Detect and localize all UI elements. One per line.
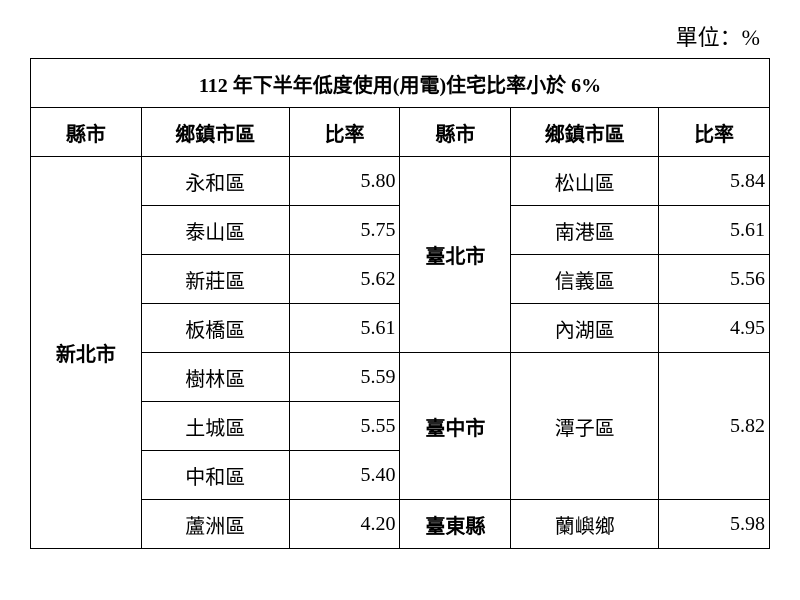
col-header: 鄉鎮市區 xyxy=(511,108,659,157)
district-cell: 松山區 xyxy=(511,157,659,206)
table-row: 新北市 永和區 5.80 臺北市 松山區 5.84 xyxy=(31,157,770,206)
rate-cell: 5.82 xyxy=(659,353,770,500)
rate-cell: 5.61 xyxy=(289,304,400,353)
table-title-row: 112 年下半年低度使用(用電)住宅比率小於 6% xyxy=(31,59,770,108)
rate-cell: 5.55 xyxy=(289,402,400,451)
district-cell: 新莊區 xyxy=(141,255,289,304)
rate-cell: 5.40 xyxy=(289,451,400,500)
data-table: 112 年下半年低度使用(用電)住宅比率小於 6% 縣市 鄉鎮市區 比率 縣市 … xyxy=(30,58,770,549)
city-cell-new-taipei: 新北市 xyxy=(31,157,142,549)
district-cell: 土城區 xyxy=(141,402,289,451)
rate-cell: 5.56 xyxy=(659,255,770,304)
col-header: 鄉鎮市區 xyxy=(141,108,289,157)
rate-cell: 5.80 xyxy=(289,157,400,206)
rate-cell: 5.59 xyxy=(289,353,400,402)
district-cell: 蘭嶼鄉 xyxy=(511,500,659,549)
table-header-row: 縣市 鄉鎮市區 比率 縣市 鄉鎮市區 比率 xyxy=(31,108,770,157)
district-cell: 樹林區 xyxy=(141,353,289,402)
rate-cell: 5.84 xyxy=(659,157,770,206)
district-cell: 內湖區 xyxy=(511,304,659,353)
district-cell: 永和區 xyxy=(141,157,289,206)
rate-cell: 4.95 xyxy=(659,304,770,353)
district-cell: 信義區 xyxy=(511,255,659,304)
city-cell-taipei: 臺北市 xyxy=(400,157,511,353)
col-header: 比率 xyxy=(659,108,770,157)
unit-label: 單位：% xyxy=(30,20,770,52)
col-header: 縣市 xyxy=(31,108,142,157)
table-title: 112 年下半年低度使用(用電)住宅比率小於 6% xyxy=(31,59,770,108)
city-cell-taichung: 臺中市 xyxy=(400,353,511,500)
col-header: 比率 xyxy=(289,108,400,157)
rate-cell: 5.98 xyxy=(659,500,770,549)
district-cell: 潭子區 xyxy=(511,353,659,500)
rate-cell: 5.75 xyxy=(289,206,400,255)
district-cell: 中和區 xyxy=(141,451,289,500)
rate-cell: 5.62 xyxy=(289,255,400,304)
table-row: 樹林區 5.59 臺中市 潭子區 5.82 xyxy=(31,353,770,402)
table-row: 蘆洲區 4.20 臺東縣 蘭嶼鄉 5.98 xyxy=(31,500,770,549)
city-cell-taitung: 臺東縣 xyxy=(400,500,511,549)
district-cell: 南港區 xyxy=(511,206,659,255)
district-cell: 泰山區 xyxy=(141,206,289,255)
district-cell: 板橋區 xyxy=(141,304,289,353)
district-cell: 蘆洲區 xyxy=(141,500,289,549)
col-header: 縣市 xyxy=(400,108,511,157)
rate-cell: 5.61 xyxy=(659,206,770,255)
rate-cell: 4.20 xyxy=(289,500,400,549)
